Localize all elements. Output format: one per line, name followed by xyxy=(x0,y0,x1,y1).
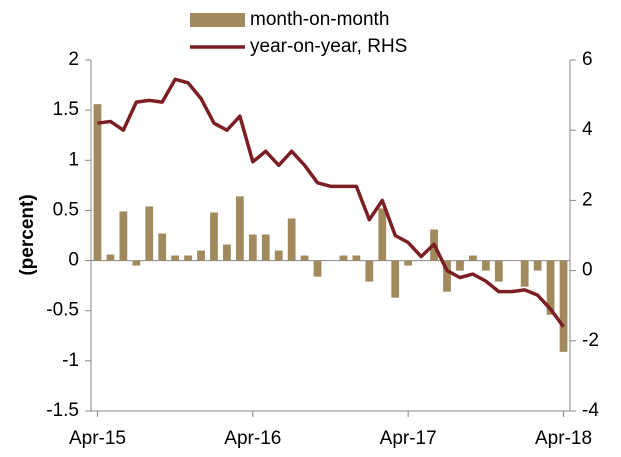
bar xyxy=(223,244,231,261)
x-tick-label: Apr-18 xyxy=(535,428,592,449)
bar xyxy=(352,255,361,261)
bar xyxy=(184,255,192,261)
y-tick-label: -1.5 xyxy=(46,400,79,421)
y2-tick-label: 0 xyxy=(582,260,593,281)
bar xyxy=(559,260,568,352)
bar xyxy=(365,260,374,282)
bar xyxy=(274,250,283,261)
bar xyxy=(481,260,490,271)
bar xyxy=(378,208,387,261)
bar xyxy=(339,255,348,261)
bar xyxy=(300,255,309,261)
y-tick-label: 1 xyxy=(68,149,79,170)
y-tick-label: 1.5 xyxy=(53,99,79,120)
bar xyxy=(235,196,244,261)
x-tick-label: Apr-15 xyxy=(69,428,126,449)
bar xyxy=(119,211,128,261)
legend-label: year-on-year, RHS xyxy=(250,36,407,57)
bar xyxy=(145,206,154,261)
bar xyxy=(456,260,464,271)
bar xyxy=(533,260,542,271)
bar xyxy=(93,104,102,261)
y2-tick-label: -2 xyxy=(582,330,599,351)
y-tick-label: 0 xyxy=(68,250,79,271)
y2-tick-label: 4 xyxy=(582,119,593,140)
bar xyxy=(197,250,205,261)
y-tick-label: 0.5 xyxy=(53,199,79,220)
bar xyxy=(313,260,322,277)
bar xyxy=(132,260,141,266)
bar xyxy=(287,218,296,261)
bar xyxy=(404,260,413,266)
legend-swatch xyxy=(190,13,245,27)
bar xyxy=(158,233,167,261)
bar xyxy=(520,260,529,287)
x-tick-label: Apr-17 xyxy=(380,428,437,449)
legend-label: month-on-month xyxy=(250,9,389,30)
bar xyxy=(106,254,115,261)
bar xyxy=(171,255,180,261)
y-tick-label: -1 xyxy=(62,350,79,371)
bar xyxy=(261,234,270,261)
bar xyxy=(546,260,555,315)
bar xyxy=(494,260,503,282)
y2-tick-label: 6 xyxy=(582,49,593,70)
y2-tick-label: 2 xyxy=(582,189,593,210)
bar xyxy=(248,234,257,261)
bar xyxy=(391,260,400,298)
bar xyxy=(443,260,451,292)
bar xyxy=(469,255,477,261)
line xyxy=(97,77,565,328)
y-axis-label: (percent) xyxy=(17,194,38,275)
y-tick-label: -0.5 xyxy=(46,300,79,321)
y2-tick-label: -4 xyxy=(582,400,599,421)
y-tick-label: 2 xyxy=(68,49,79,70)
x-tick-label: Apr-16 xyxy=(224,428,281,449)
bar xyxy=(210,212,218,261)
